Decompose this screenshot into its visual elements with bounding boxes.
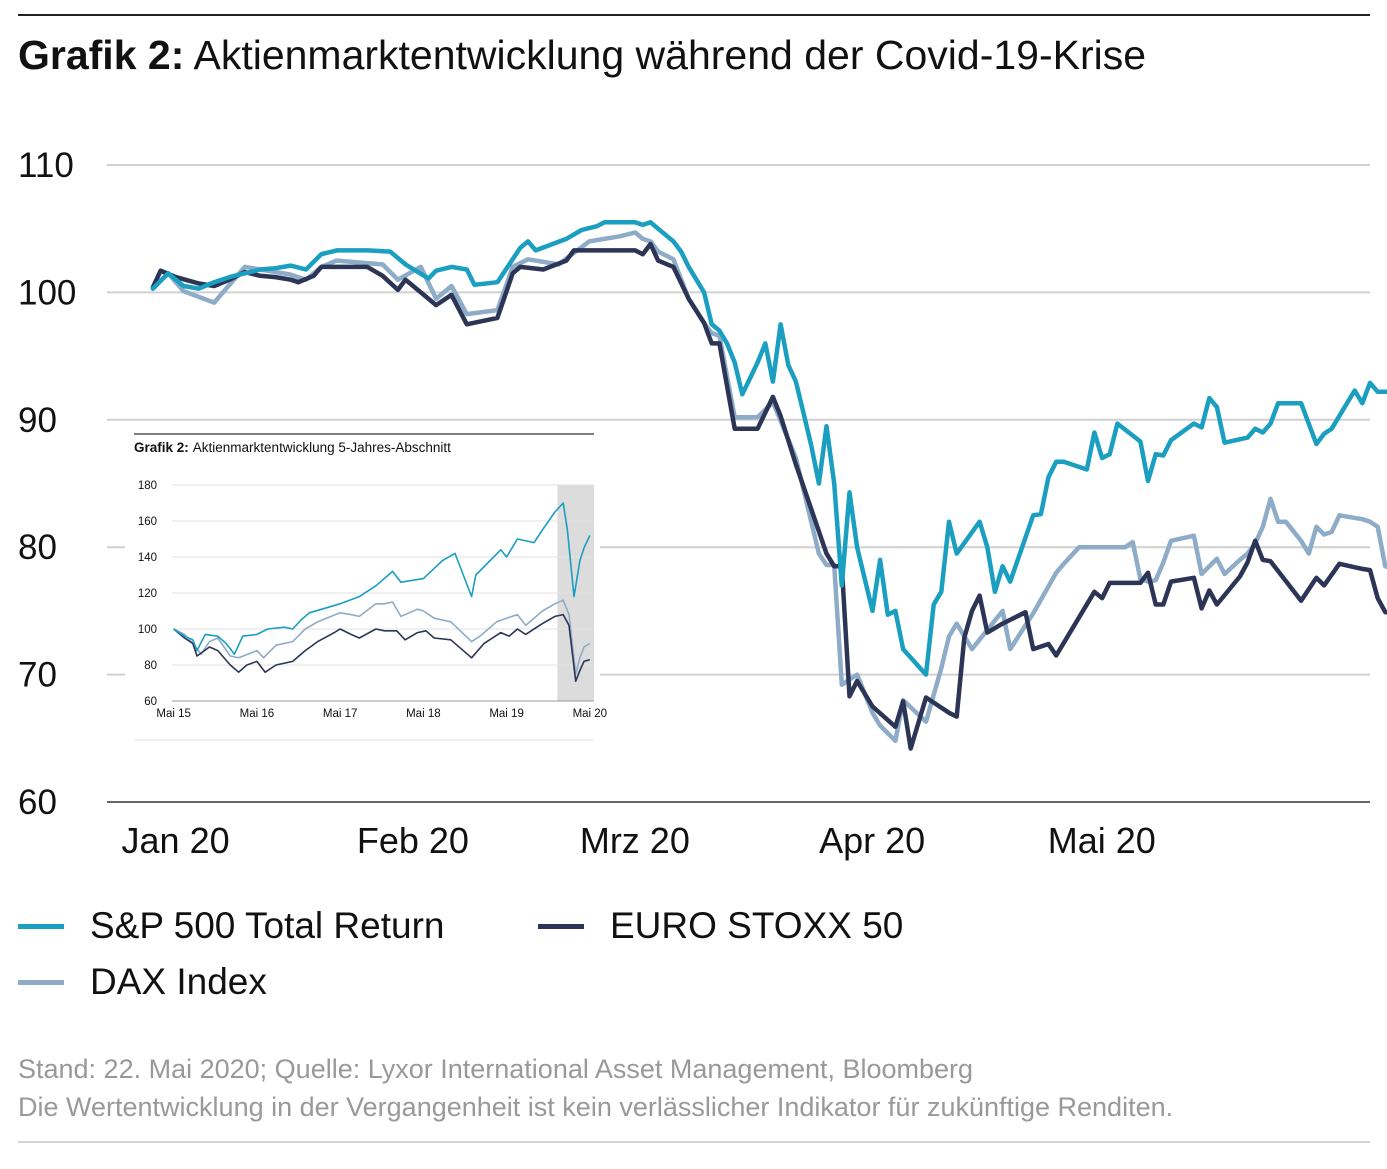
inset-grid	[172, 484, 594, 702]
inset-y-tick-label-100: 100	[138, 624, 157, 636]
footnote-disclaimer: Die Wertentwicklung in der Vergangenheit…	[18, 1092, 1174, 1122]
y-tick-label-90: 90	[18, 401, 57, 440]
y-tick-label-100: 100	[18, 273, 76, 312]
x-tick-label-mai-20: Mai 20	[1048, 820, 1156, 861]
inset-x-tick-label-mai-17: Mai 17	[323, 708, 358, 720]
chart-title-text: Aktienmarktentwicklung während der Covid…	[193, 32, 1147, 78]
x-tick-label-mrz-20: Mrz 20	[580, 820, 690, 861]
legend-item-dax: DAX Index	[18, 961, 267, 1003]
inset-series-line-euro-stoxx-50	[173, 613, 591, 683]
legend: S&P 500 Total Return EURO STOXX 50 DAX I…	[18, 905, 1318, 1015]
inset-x-tick-label-mai-20: Mai 20	[573, 708, 608, 720]
inset-x-tick-label-mai-18: Mai 18	[406, 708, 441, 720]
inset-title-text: Aktienmarktentwicklung 5-Jahres-Abschnit…	[193, 440, 451, 455]
inset-y-tick-label-80: 80	[144, 660, 157, 672]
chart-title-prefix: Grafik 2:	[18, 32, 185, 78]
inset-y-tick-label-120: 120	[138, 588, 157, 600]
inset-title-prefix: Grafik 2:	[134, 440, 189, 455]
x-tick-label-feb-20: Feb 20	[357, 820, 469, 861]
inset-series-line-dax-index	[173, 599, 591, 675]
series-line-s-p-500-total-return	[150, 220, 1387, 677]
inset-y-tick-label-160: 160	[138, 516, 157, 528]
legend-label-eurostoxx: EURO STOXX 50	[610, 905, 904, 946]
inset-y-tick-label-180: 180	[138, 480, 157, 492]
y-tick-label-60: 60	[18, 783, 57, 822]
inset-background	[125, 428, 600, 743]
inset-chart: Grafik 2: Aktienmarktentwicklung 5-Jahres…	[125, 428, 607, 743]
legend-swatch-eurostoxx	[538, 923, 584, 929]
main-chart: 60 70 80 90 100 110 Jan 20 Feb 20 Mrz 20 Apr 20 M…	[18, 146, 1387, 861]
inset-x-axis-ticks: Mai 15 Mai 16 Mai 17 Mai 18 Mai 19 Mai 20	[156, 708, 607, 720]
main-series-lines	[150, 220, 1387, 751]
inset-y-axis-ticks: 60 80 100 120 140 160 180	[138, 480, 157, 708]
series-line-euro-stoxx-50	[150, 241, 1387, 751]
bottom-rule	[18, 1141, 1370, 1143]
inset-x-tick-label-mai-16: Mai 16	[240, 708, 275, 720]
inset-x-tick-label-mai-15: Mai 15	[156, 708, 191, 720]
inset-y-tick-label-140: 140	[138, 552, 157, 564]
footnote-source: Stand: 22. Mai 2020; Quelle: Lyxor Inter…	[18, 1054, 974, 1084]
x-tick-label-jan-20: Jan 20	[122, 820, 230, 861]
top-rule	[18, 14, 1370, 16]
legend-swatch-sp500	[18, 923, 64, 929]
series-line-dax-index	[150, 230, 1387, 744]
main-x-axis-ticks: Jan 20 Feb 20 Mrz 20 Apr 20 Mai 20	[122, 820, 1156, 861]
legend-item-eurostoxx: EURO STOXX 50	[538, 905, 903, 947]
legend-label-sp500: S&P 500 Total Return	[90, 905, 445, 946]
legend-item-sp500: S&P 500 Total Return	[18, 905, 444, 947]
y-tick-label-70: 70	[18, 656, 57, 695]
y-tick-label-80: 80	[18, 528, 57, 567]
inset-series-line-s-p-500-total-return	[173, 502, 591, 656]
main-y-axis-ticks: 60 70 80 90 100 110	[18, 146, 76, 822]
footnote: Stand: 22. Mai 2020; Quelle: Lyxor Inter…	[18, 1050, 1173, 1126]
inset-x-tick-label-mai-19: Mai 19	[489, 708, 524, 720]
legend-swatch-dax	[18, 979, 64, 985]
inset-title: Grafik 2: Aktienmarktentwicklung 5-Jahres…	[134, 440, 451, 455]
inset-y-tick-label-60: 60	[144, 696, 157, 708]
x-tick-label-apr-20: Apr 20	[819, 820, 925, 861]
inset-series-lines	[173, 502, 591, 683]
chart-title: Grafik 2: Aktienmarktentwicklung während…	[18, 30, 1146, 80]
legend-label-dax: DAX Index	[90, 961, 267, 1002]
y-tick-label-110: 110	[18, 146, 74, 185]
